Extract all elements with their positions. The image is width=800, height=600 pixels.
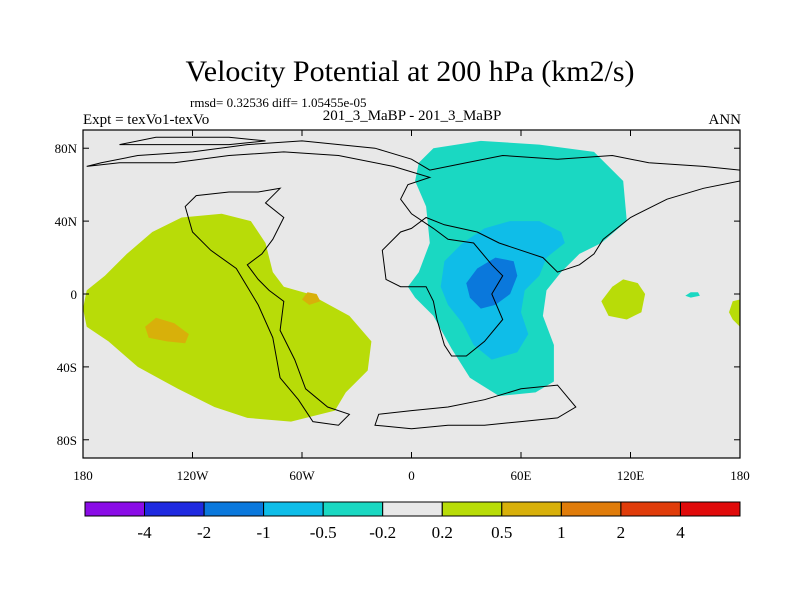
colorbar-swatch <box>382 501 443 517</box>
continent-outlines <box>86 136 740 430</box>
colorbar-swatch <box>501 501 562 517</box>
contour-region-western-positive <box>83 213 372 422</box>
colorbar-level-label: -0.5 <box>310 523 337 542</box>
colorbar-swatch <box>441 501 503 517</box>
x-tick-label: 120W <box>177 468 210 483</box>
colorbar-level-label: 0.5 <box>491 523 512 542</box>
y-tick-label: 80N <box>55 141 78 156</box>
y-tick-label: 40S <box>57 360 77 375</box>
y-axis: 80N 40N 0 40S 80S <box>55 141 740 448</box>
colorbar-level-label: 0.2 <box>432 523 453 542</box>
colorbar-swatch <box>203 501 265 517</box>
y-tick-label: 0 <box>71 287 78 302</box>
x-tick-label: 0 <box>408 468 415 483</box>
contour-region-western-core <box>145 317 189 344</box>
contour-region-western-small <box>302 292 321 305</box>
colorbar-swatch <box>560 501 622 517</box>
colorbar-level-label: 1 <box>557 523 566 542</box>
coastline-americas-outline <box>184 187 351 426</box>
colorbar-swatch <box>680 501 741 517</box>
x-tick-label: 120E <box>617 468 645 483</box>
coastline-eurasia-africa-outline <box>86 140 740 357</box>
colorbar-swatch <box>620 501 681 517</box>
colorbar-level-label: -4 <box>137 523 152 542</box>
y-tick-label: 80S <box>57 433 77 448</box>
right-label: ANN <box>709 112 742 128</box>
colorbar: -4 -2 -1 -0.5 -0.2 0.2 0.5 1 2 4 <box>84 501 741 542</box>
contour-region-east-blob-2 <box>685 292 700 298</box>
x-axis: 180 120W 60W 0 60E 120E 180 <box>73 130 750 483</box>
colorbar-swatch <box>144 501 205 517</box>
colorbar-level-label: 4 <box>676 523 685 542</box>
colorbar-level-label: -2 <box>197 523 211 542</box>
center-label: 201_3_MaBP - 201_3_MaBP <box>323 108 502 124</box>
contour-region-east-blob-3 <box>729 299 740 327</box>
colorbar-swatch <box>84 501 145 517</box>
colorbar-level-label: -1 <box>257 523 271 542</box>
x-tick-label: 60W <box>289 468 315 483</box>
x-tick-label: 180 <box>730 468 750 483</box>
x-tick-label: 180 <box>73 468 93 483</box>
x-tick-label: 60E <box>511 468 532 483</box>
coastline-greenland-outline <box>119 136 266 146</box>
contour-region-east-blob-1 <box>601 279 646 320</box>
coastline-antarctica-outline <box>374 384 577 430</box>
colorbar-level-label: -0.2 <box>369 523 396 542</box>
contour-regions <box>83 140 740 422</box>
map-plot: 180 120W 60W 0 60E 120E 180 80N 40N 0 40S 80S <box>55 129 750 483</box>
left-label: Expt = texVo1-texVo <box>83 112 209 128</box>
y-tick-label: 40N <box>55 214 78 229</box>
stats-text: rmsd= 0.32536 diff= 1.05455e-05 <box>190 95 367 110</box>
colorbar-swatch <box>322 501 384 517</box>
chart-title: Velocity Potential at 200 hPa (km2/s) <box>185 55 634 88</box>
colorbar-swatch <box>263 501 324 517</box>
colorbar-level-label: 2 <box>617 523 626 542</box>
contour-region-eastern-inner <box>466 257 518 309</box>
